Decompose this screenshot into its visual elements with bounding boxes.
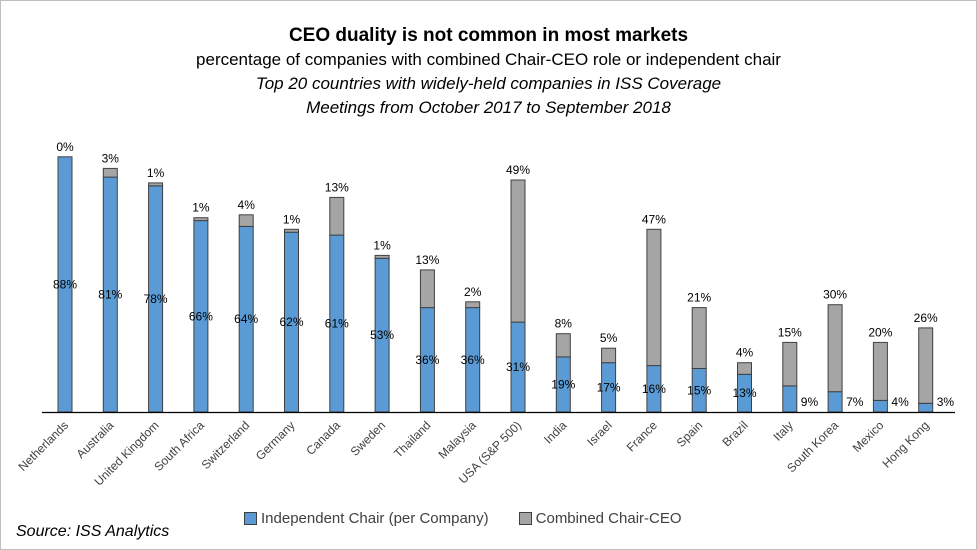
bar-combined-19 [918,327,934,404]
label-independent-11: 19% [551,377,575,391]
bar-combined-12 [601,347,617,364]
label-independent-10: 31% [506,360,530,374]
label-combined-1: 3% [102,151,120,165]
label-independent-12: 17% [597,380,621,394]
bar-combined-6 [329,196,345,236]
category-label-19: Hong Kong [879,418,931,470]
category-label-5: Germany [253,418,298,463]
label-combined-10: 49% [506,163,530,177]
bar-combined-11 [555,333,571,358]
category-label-0: Netherlands [15,418,71,474]
category-label-13: France [624,418,661,455]
bar-combined-13 [646,228,662,367]
bar-independent-18 [872,399,888,413]
bar-combined-8 [419,269,435,309]
title-block: CEO duality is not common in most market… [0,24,977,120]
category-label-7: Sweden [348,418,389,459]
label-combined-16: 15% [778,325,802,339]
label-combined-14: 21% [687,291,711,305]
chart-title: CEO duality is not common in most market… [288,25,689,46]
label-independent-8: 36% [415,353,439,367]
category-label-4: Switzerland [199,418,253,472]
label-independent-17: 7% [846,395,864,409]
label-combined-2: 1% [147,166,165,180]
source-note: Source: ISS Analytics [16,523,170,540]
legend-swatch-combined [518,512,532,525]
bar-combined-18 [872,341,888,401]
label-combined-0: 0% [56,140,74,154]
bar-combined-15 [737,362,752,375]
bar-combined-3 [193,217,209,222]
category-label-16: Italy [770,418,795,443]
bar-combined-16 [782,341,798,387]
category-label-6: Canada [303,418,343,458]
label-independent-4: 64% [234,312,258,326]
bar-combined-17 [827,304,843,393]
bar-independent-16 [782,385,798,413]
legend-swatch-independent [244,512,257,525]
label-combined-9: 2% [464,285,482,299]
label-independent-2: 78% [144,292,168,306]
chart-subtitle: percentage of companies with combined Ch… [196,50,781,69]
label-combined-19: 26% [914,311,938,325]
category-label-15: Brazil [719,418,750,449]
bar-combined-10 [510,179,526,323]
legend-label-independent: Independent Chair (per Company) [261,510,489,527]
chart-subtitle-coverage: Top 20 countries with widely-held compan… [255,74,722,93]
category-label-14: Spain [674,418,706,450]
label-independent-15: 13% [732,386,756,400]
label-independent-9: 36% [461,353,485,367]
label-independent-1: 81% [98,288,122,302]
label-independent-7: 53% [370,328,394,342]
label-independent-3: 66% [189,309,213,323]
label-independent-0: 88% [53,277,77,291]
bar-combined-2 [148,182,164,187]
label-combined-12: 5% [600,331,618,345]
category-label-9: Malaysia [435,418,479,462]
label-combined-7: 1% [373,238,391,252]
legend-label-combined: Combined Chair-CEO [535,510,682,527]
label-independent-13: 16% [642,382,666,396]
label-independent-6: 61% [325,317,349,331]
bar-combined-14 [691,307,707,370]
bar-combined-7 [374,254,390,259]
legend-item-independent: Independent Chair (per Company) [244,510,489,527]
label-combined-6: 13% [325,180,349,194]
label-combined-11: 8% [555,317,573,331]
category-label-1: Australia [74,418,117,461]
label-combined-8: 13% [415,253,439,267]
label-independent-16: 9% [801,395,819,409]
label-combined-15: 4% [736,346,754,360]
label-independent-19: 3% [937,395,955,409]
category-label-8: Thailand [391,418,433,460]
legend: Independent Chair (per Company) Combined… [244,510,712,527]
label-combined-18: 20% [868,325,892,339]
label-combined-17: 30% [823,288,847,302]
label-independent-18: 4% [891,395,909,409]
chart-subtitle-period: Meetings from October 2017 to September … [306,98,671,117]
bar-combined-5 [284,228,299,233]
bar-independent-19 [918,402,934,413]
bar-combined-1 [102,167,118,178]
bar-combined-4 [238,214,254,227]
bar-combined-9 [465,301,481,309]
label-independent-5: 62% [279,315,303,329]
legend-item-combined: Combined Chair-CEO [518,510,682,527]
category-label-12: Israel [584,418,615,449]
category-label-11: India [541,418,570,447]
label-independent-14: 15% [687,383,711,397]
label-combined-3: 1% [192,201,210,215]
category-label-18: Mexico [850,418,887,455]
bar-independent-17 [827,391,843,413]
label-combined-4: 4% [238,198,256,212]
label-combined-5: 1% [283,212,301,226]
label-combined-13: 47% [642,212,666,226]
